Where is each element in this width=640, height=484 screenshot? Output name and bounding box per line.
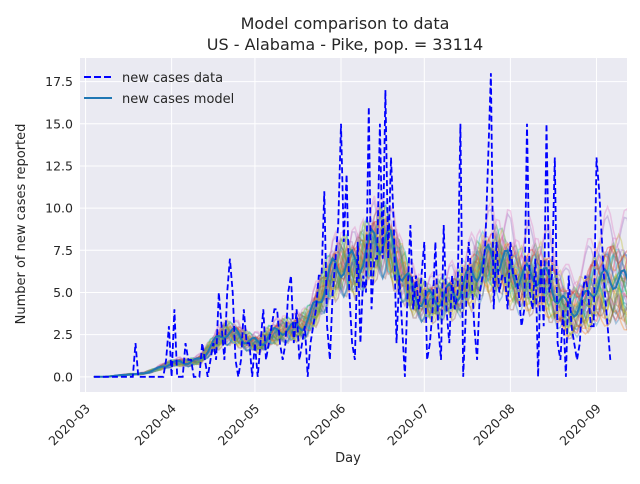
y-tick-label: 15.0: [45, 116, 73, 131]
y-tick-label: 12.5: [45, 158, 73, 173]
y-tick-label: 17.5: [45, 74, 73, 89]
legend: new cases data new cases model: [84, 71, 234, 107]
chart-title-line2: US - Alabama - Pike, pop. = 33114: [207, 35, 483, 54]
legend-label-data: new cases data: [122, 71, 223, 86]
data-line: [93, 73, 612, 378]
y-tick-label: 7.5: [53, 243, 73, 258]
y-tick-label: 2.5: [53, 327, 73, 342]
y-axis-label: Number of new cases reported: [14, 124, 29, 325]
grid: [80, 58, 627, 392]
model-ensemble-line: [93, 241, 627, 378]
chart-title-line1: Model comparison to data: [241, 14, 450, 33]
y-tick-label: 10.0: [45, 201, 73, 216]
y-tick-label: 5.0: [53, 285, 73, 300]
legend-label-model: new cases model: [122, 92, 234, 107]
x-axis-label: Day: [335, 451, 361, 466]
y-axis: 0.0 2.5 5.0 7.5 10.0 12.5 15.0 17.5: [45, 74, 73, 384]
y-tick-label: 0.0: [53, 369, 73, 384]
data-series: [93, 73, 612, 378]
